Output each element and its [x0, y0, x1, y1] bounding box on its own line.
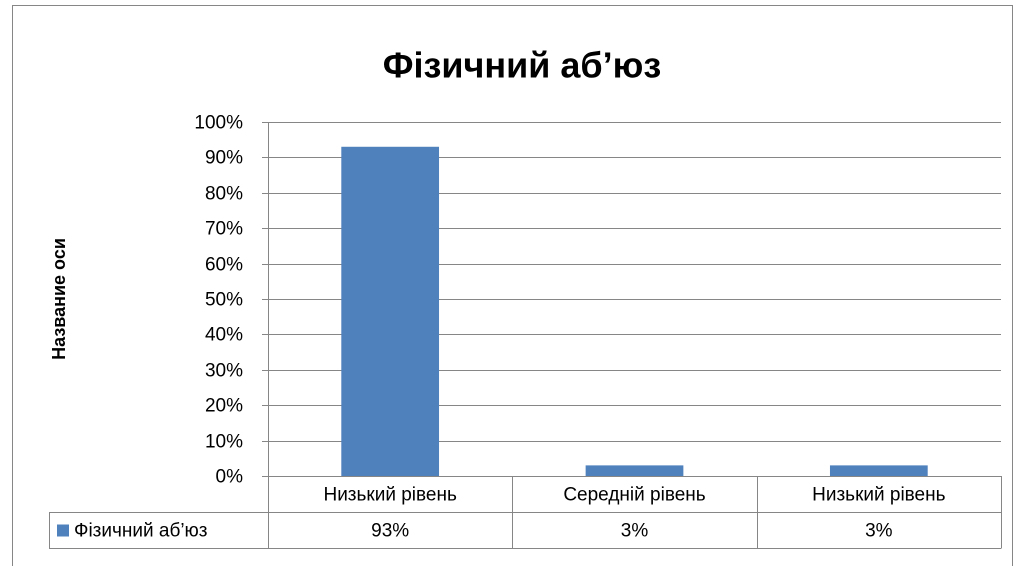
x-tick-label: Низький рівень: [812, 484, 945, 505]
y-tick-label: 30%: [205, 361, 243, 382]
y-tick-label: 0%: [216, 467, 244, 488]
data-table-value: 3%: [621, 521, 649, 542]
y-tick-label: 40%: [205, 325, 243, 346]
chart-title: Фізичний аб’юз: [383, 45, 662, 86]
x-tick-label: Низький рівень: [323, 484, 456, 505]
chart-frame: [12, 5, 1013, 566]
legend-label: Фізичний аб’юз: [74, 521, 208, 542]
bar: [585, 465, 684, 476]
y-tick-label: 10%: [205, 432, 243, 453]
legend-swatch: [57, 524, 69, 537]
y-tick-label: 50%: [205, 290, 243, 311]
data-table-value: 93%: [371, 521, 409, 542]
bar: [341, 146, 440, 476]
y-tick-label: 90%: [205, 148, 243, 169]
y-tick-label: 100%: [194, 113, 243, 134]
y-tick-label: 70%: [205, 219, 243, 240]
data-table-value: 3%: [865, 521, 893, 542]
bar: [829, 465, 928, 476]
y-axis-title: Название оси: [49, 238, 69, 360]
y-tick-label: 20%: [205, 396, 243, 417]
y-tick-label: 60%: [205, 255, 243, 276]
x-tick-label: Середній рівень: [563, 484, 705, 505]
y-tick-label: 80%: [205, 184, 243, 205]
